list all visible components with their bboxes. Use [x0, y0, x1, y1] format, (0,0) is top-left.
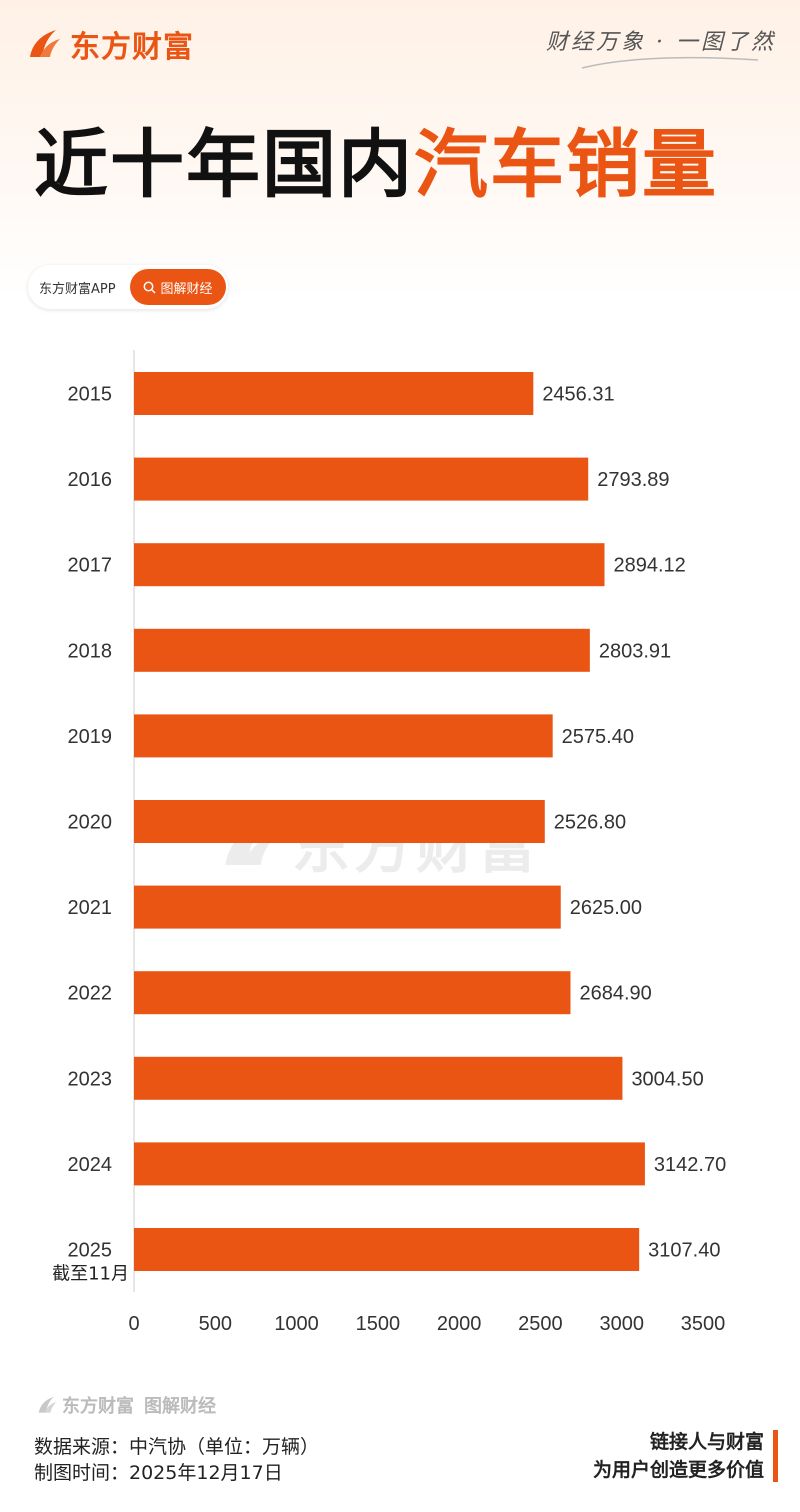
bar-2025	[134, 1228, 640, 1271]
category-label-2019: 2019	[68, 726, 113, 748]
search-label: 图解财经	[160, 281, 213, 297]
value-label-2019: 2575.40	[562, 726, 634, 748]
value-label-2018: 2803.91	[599, 640, 671, 662]
source-info: 数据来源：中汽协（单位：万辆） 制图时间：2025年12月17日	[34, 1434, 319, 1486]
title-part-black: 近十年国内	[34, 122, 414, 208]
value-label-2015: 2456.31	[542, 384, 614, 406]
x-tick-label-500: 500	[199, 1313, 232, 1335]
slogan: 财经万象 · 一图了然	[546, 30, 776, 55]
tagline-line1: 链接人与财富	[649, 1431, 764, 1453]
brand-logo: 东方财富	[26, 22, 194, 66]
chart-date: 制图时间：2025年12月17日	[34, 1462, 283, 1484]
data-source: 数据来源：中汽协（单位：万辆）	[34, 1436, 320, 1458]
bar-2021	[134, 885, 561, 929]
x-tick-label-1500: 1500	[356, 1313, 401, 1335]
footer-brand: 东方财富 图解财经	[36, 1392, 216, 1418]
search-icon	[144, 281, 157, 294]
bar-2019	[134, 714, 553, 758]
bar-2017	[134, 543, 605, 587]
title-part-orange: 汽车销量	[414, 122, 718, 208]
footer-flame-icon	[38, 1396, 57, 1413]
tagline-line2: 为用户创造更多价值	[592, 1459, 764, 1481]
x-tick-label-2000: 2000	[437, 1313, 482, 1335]
bar-2015	[134, 372, 534, 415]
footer-brand-name: 东方财富	[62, 1396, 134, 1417]
flame-logo-icon	[30, 30, 60, 57]
bar-2023	[134, 1056, 623, 1100]
app-tag-pill: 东方财富APP 图解财经	[28, 265, 228, 309]
x-tick-label-1000: 1000	[274, 1313, 319, 1335]
value-label-2024: 3142.70	[654, 1154, 726, 1176]
category-label-2021: 2021	[68, 897, 113, 919]
tagline-accent-bar	[773, 1430, 778, 1482]
bar-2022	[134, 971, 571, 1015]
category-label-2024: 2024	[68, 1154, 113, 1176]
category-label-2020: 2020	[68, 812, 113, 834]
footer-column-name: 图解财经	[144, 1396, 216, 1417]
x-tick-label-3000: 3000	[599, 1313, 644, 1335]
category-label-2016: 2016	[68, 469, 113, 491]
bar-2018	[134, 628, 590, 672]
search-pill: 图解财经	[130, 269, 226, 305]
value-label-2022: 2684.90	[579, 983, 651, 1005]
bar-2024	[134, 1142, 645, 1186]
bar-2016	[134, 457, 589, 501]
category-label-2015: 2015	[68, 384, 113, 406]
tagline: 链接人与财富 为用户创造更多价值	[593, 1428, 764, 1484]
x-tick-label-3500: 3500	[681, 1313, 726, 1335]
page-title: 近十年国内汽车销量	[34, 128, 718, 202]
value-label-2016: 2793.89	[597, 469, 669, 491]
value-label-2025: 3107.40	[648, 1240, 720, 1262]
value-label-2021: 2625.00	[570, 897, 642, 919]
bar-chart: 2456.31 2015 2793.89 2016 2894.12 2017 2803.91…	[52, 350, 726, 1335]
category-label-2017: 2017	[68, 555, 113, 577]
app-label: 东方财富APP	[39, 281, 116, 297]
category-label-2025: 2025	[68, 1240, 113, 1262]
category-label-2022: 2022	[68, 983, 113, 1005]
value-label-2023: 3004.50	[631, 1068, 703, 1090]
brand-name: 东方财富	[70, 30, 194, 65]
value-label-2017: 2894.12	[614, 555, 686, 577]
value-label-2020: 2526.80	[554, 812, 626, 834]
category-note-2025: 截至11月	[52, 1264, 129, 1285]
category-label-2023: 2023	[68, 1068, 113, 1090]
x-tick-label-2500: 2500	[518, 1313, 563, 1335]
bar-2020	[134, 800, 545, 843]
slogan-swoosh-icon	[581, 56, 759, 69]
x-tick-label-0: 0	[128, 1313, 139, 1335]
category-label-2018: 2018	[68, 640, 113, 662]
